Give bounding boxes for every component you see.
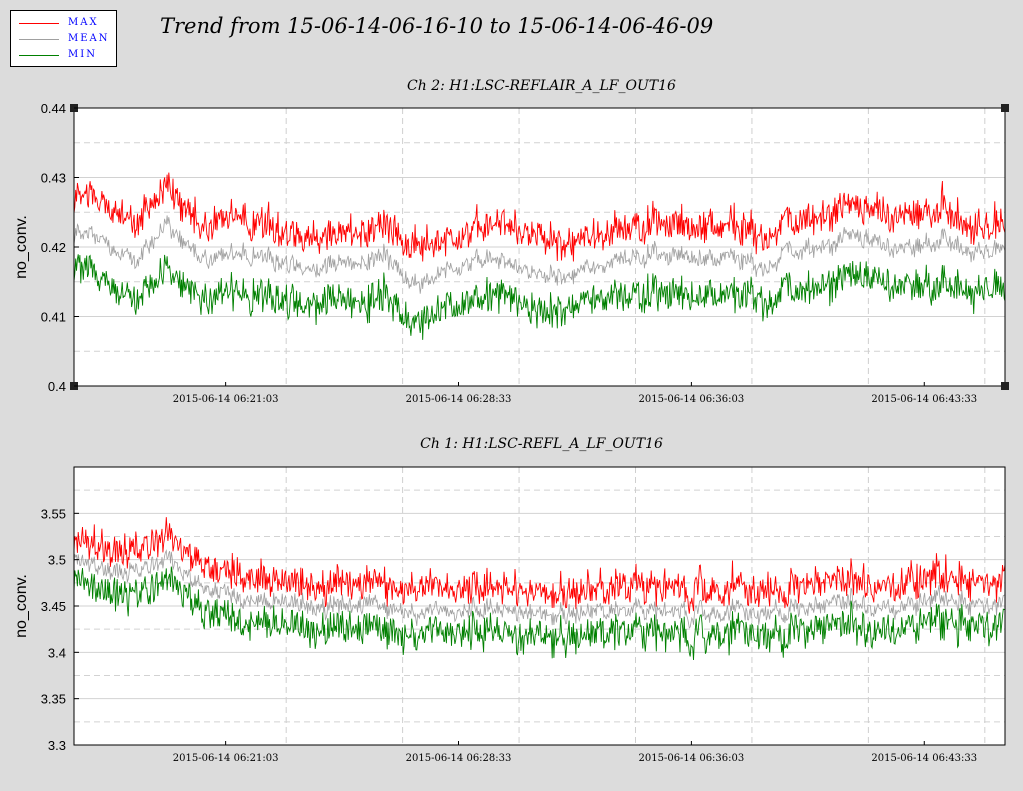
series-max-line xyxy=(73,172,1006,262)
y-axis-label: no_conv. xyxy=(13,574,30,638)
legend-item-max: MAX xyxy=(11,16,116,30)
x-tick-label: 2015-06-14 06:36:03 xyxy=(639,753,745,764)
x-tick-label: 2015-06-14 06:43:33 xyxy=(871,394,977,405)
x-tick-label: 2015-06-14 06:21:03 xyxy=(173,394,279,405)
y-tick-label: 0.44 xyxy=(41,101,66,116)
page-title: Trend from 15-06-14-06-16-10 to 15-06-14… xyxy=(160,14,714,38)
legend-swatch-mean xyxy=(19,39,59,40)
legend-label-min: MIN xyxy=(68,49,97,60)
series-min-line xyxy=(73,566,1006,661)
chart-title: Ch 1: H1:LSC-REFL_A_LF_OUT16 xyxy=(420,436,663,452)
x-tick-label: 2015-06-14 06:28:33 xyxy=(406,753,512,764)
y-tick-label: 3.4 xyxy=(48,645,66,660)
y-tick-label: 3.3 xyxy=(48,738,66,753)
legend: MAX MEAN MIN xyxy=(10,10,117,67)
y-tick-label: 3.5 xyxy=(48,553,66,568)
y-tick-label: 0.42 xyxy=(41,240,66,255)
legend-swatch-max xyxy=(19,23,59,24)
y-tick-label: 0.4 xyxy=(48,379,66,394)
x-tick-label: 2015-06-14 06:28:33 xyxy=(406,394,512,405)
series-mean-line xyxy=(73,215,1006,294)
legend-swatch-min xyxy=(19,55,59,56)
y-axis-label: no_conv. xyxy=(13,215,30,279)
y-tick-label: 0.41 xyxy=(41,310,66,325)
y-tick-label: 3.35 xyxy=(41,692,66,707)
legend-label-max: MAX xyxy=(68,17,99,28)
y-tick-label: 0.43 xyxy=(41,171,66,186)
series-min-line xyxy=(73,254,1006,340)
x-tick-label: 2015-06-14 06:43:33 xyxy=(871,753,977,764)
x-tick-label: 2015-06-14 06:21:03 xyxy=(173,753,279,764)
legend-item-min: MIN xyxy=(11,48,116,62)
legend-label-mean: MEAN xyxy=(68,33,110,44)
x-tick-label: 2015-06-14 06:36:03 xyxy=(639,394,745,405)
corner-handle xyxy=(1001,382,1009,390)
corner-handle xyxy=(1001,104,1009,112)
y-tick-label: 3.45 xyxy=(41,599,66,614)
legend-item-mean: MEAN xyxy=(11,32,116,46)
series-max-line xyxy=(73,517,1006,614)
chart-title: Ch 2: H1:LSC-REFLAIR_A_LF_OUT16 xyxy=(407,78,676,94)
y-tick-label: 3.55 xyxy=(41,506,66,521)
series-mean-line xyxy=(73,549,1006,629)
